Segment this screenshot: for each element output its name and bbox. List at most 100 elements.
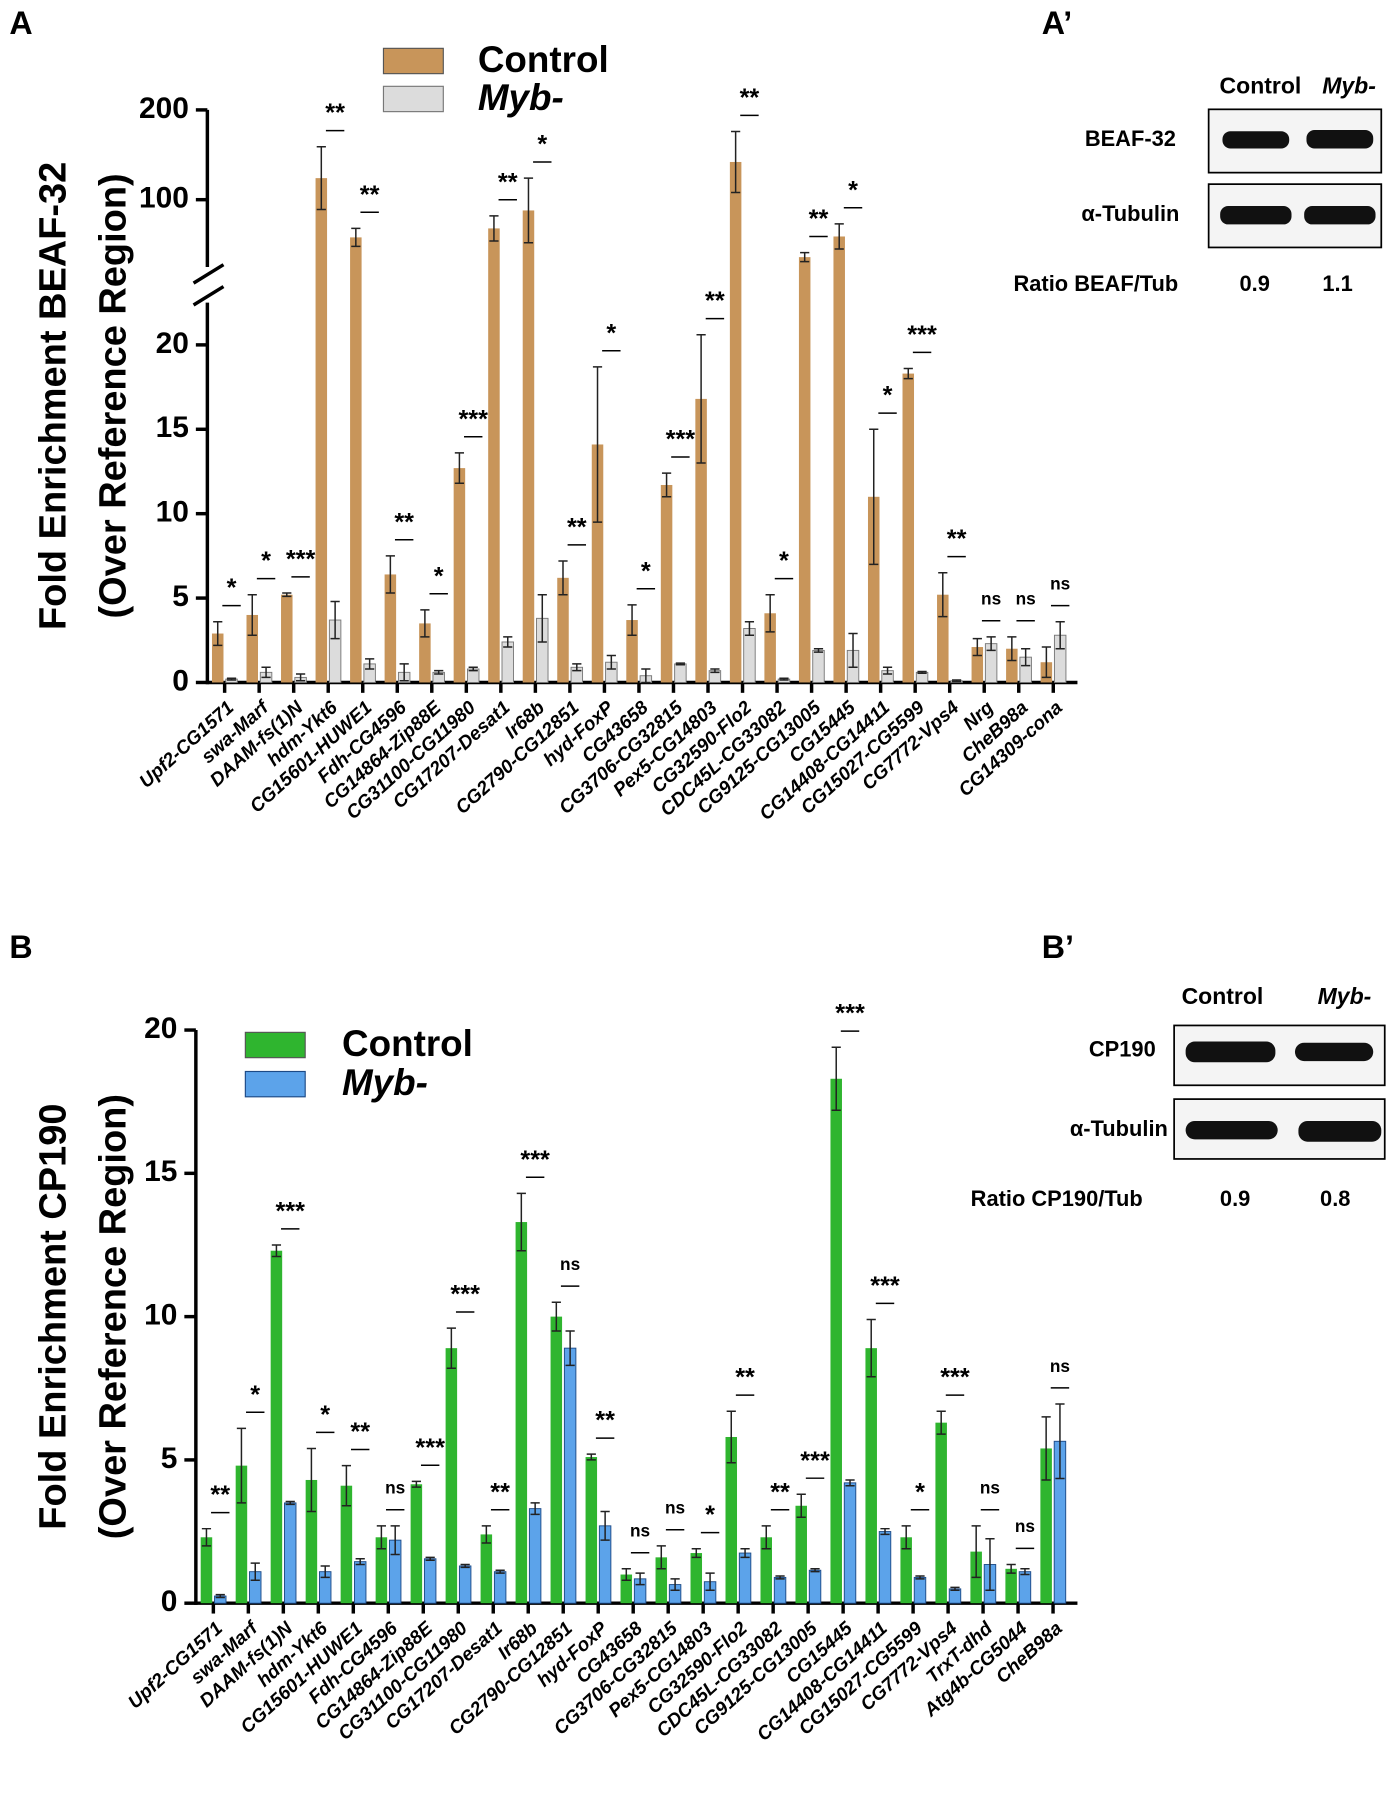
bar [384, 574, 397, 683]
error-bar [951, 679, 962, 683]
significance-label: ns [980, 1478, 1000, 1498]
error-bar [986, 636, 996, 652]
blot-column: Control [1220, 73, 1302, 99]
error-bar [558, 560, 568, 596]
bar [528, 1508, 542, 1604]
bar [501, 641, 514, 683]
error-bar [1007, 636, 1017, 662]
significance-label: ns [385, 1478, 405, 1498]
bar [235, 1465, 248, 1604]
y-tick-label: 10 [144, 1299, 177, 1332]
axis-break [192, 263, 225, 285]
blot-band [1306, 130, 1374, 149]
error-bar [740, 1548, 750, 1559]
error-bar [425, 1556, 435, 1561]
error-bar [600, 1510, 610, 1541]
bar [773, 1576, 787, 1604]
y-tick-label: 100 [139, 182, 189, 215]
significance-label: * [883, 382, 893, 410]
error-bar [831, 1046, 841, 1112]
error-bar [901, 1525, 911, 1550]
bar [830, 1078, 842, 1604]
y-tick-label: 0 [161, 1585, 178, 1618]
bar [626, 620, 638, 683]
bar [563, 1347, 577, 1604]
significance-label: ns [1016, 589, 1036, 609]
bar [423, 1558, 437, 1604]
significance-label: *** [520, 1146, 550, 1174]
error-bar [481, 1525, 491, 1544]
error-bar [972, 637, 982, 657]
bar [900, 1537, 912, 1604]
error-bar [341, 1464, 352, 1507]
error-bar [691, 1548, 701, 1559]
bar [695, 398, 707, 683]
bar [315, 178, 328, 683]
panel-label: A [9, 5, 32, 41]
error-bar [765, 593, 775, 633]
blot-column: Control [1182, 983, 1264, 1009]
error-bar [1055, 620, 1065, 650]
ratio-value: 0.9 [1220, 1186, 1250, 1211]
y-tick-label: 10 [156, 496, 189, 529]
significance-label: * [261, 547, 271, 575]
error-bar [710, 668, 720, 674]
error-bar [495, 1569, 505, 1574]
error-bar [971, 1525, 981, 1579]
error-bar [641, 668, 651, 684]
bar [284, 1502, 297, 1604]
error-bar [365, 658, 375, 670]
legend-label: Myb- [478, 77, 564, 118]
bar [937, 594, 949, 683]
error-bar [572, 663, 582, 672]
error-bar [880, 1527, 890, 1536]
bar [493, 1571, 507, 1604]
error-bar [434, 669, 444, 675]
error-bar [355, 1558, 365, 1566]
significance-label: ** [809, 205, 829, 233]
significance-label: ** [740, 84, 760, 112]
error-bar [320, 1565, 330, 1579]
y-axis-title: Fold Enrichment CP190 [32, 1104, 74, 1530]
bar [305, 1479, 318, 1604]
error-bar [938, 572, 948, 618]
significance-label: ** [770, 1478, 790, 1506]
bar [1040, 1448, 1052, 1604]
error-bar [306, 1447, 317, 1513]
y-tick-label: 200 [139, 92, 189, 125]
blot-row: CP190 [1089, 1037, 1156, 1062]
error-bar [731, 130, 741, 194]
legend-swatch [382, 85, 444, 113]
error-bar [834, 223, 844, 250]
bar [935, 1422, 947, 1604]
significance-label: *** [415, 1434, 445, 1462]
error-bar [915, 1575, 925, 1580]
error-bar [985, 1537, 995, 1592]
blot-column: Myb- [1322, 73, 1376, 99]
legend-label: Control [478, 39, 609, 80]
bar [764, 613, 776, 683]
error-bar [866, 1318, 876, 1378]
error-bar [627, 604, 637, 636]
error-bar [285, 1500, 295, 1506]
bar [350, 237, 362, 683]
bar [738, 1552, 752, 1604]
error-bar [1041, 646, 1051, 679]
bar [353, 1561, 367, 1604]
ratio-value: 0.9 [1239, 271, 1269, 296]
bar [913, 1576, 927, 1604]
bar [971, 647, 984, 683]
error-bar [250, 1562, 260, 1582]
significance-label: *** [275, 1197, 305, 1225]
panel-label: B’ [1042, 929, 1074, 965]
bar [1018, 1571, 1032, 1604]
blot-band [1304, 206, 1376, 225]
y-tick-label: 15 [156, 411, 189, 444]
error-bar [454, 452, 465, 485]
error-bar [503, 636, 513, 648]
significance-label: *** [458, 405, 488, 433]
significance-label: * [779, 547, 789, 575]
significance-label: ** [394, 508, 414, 536]
error-bar [236, 1427, 247, 1504]
